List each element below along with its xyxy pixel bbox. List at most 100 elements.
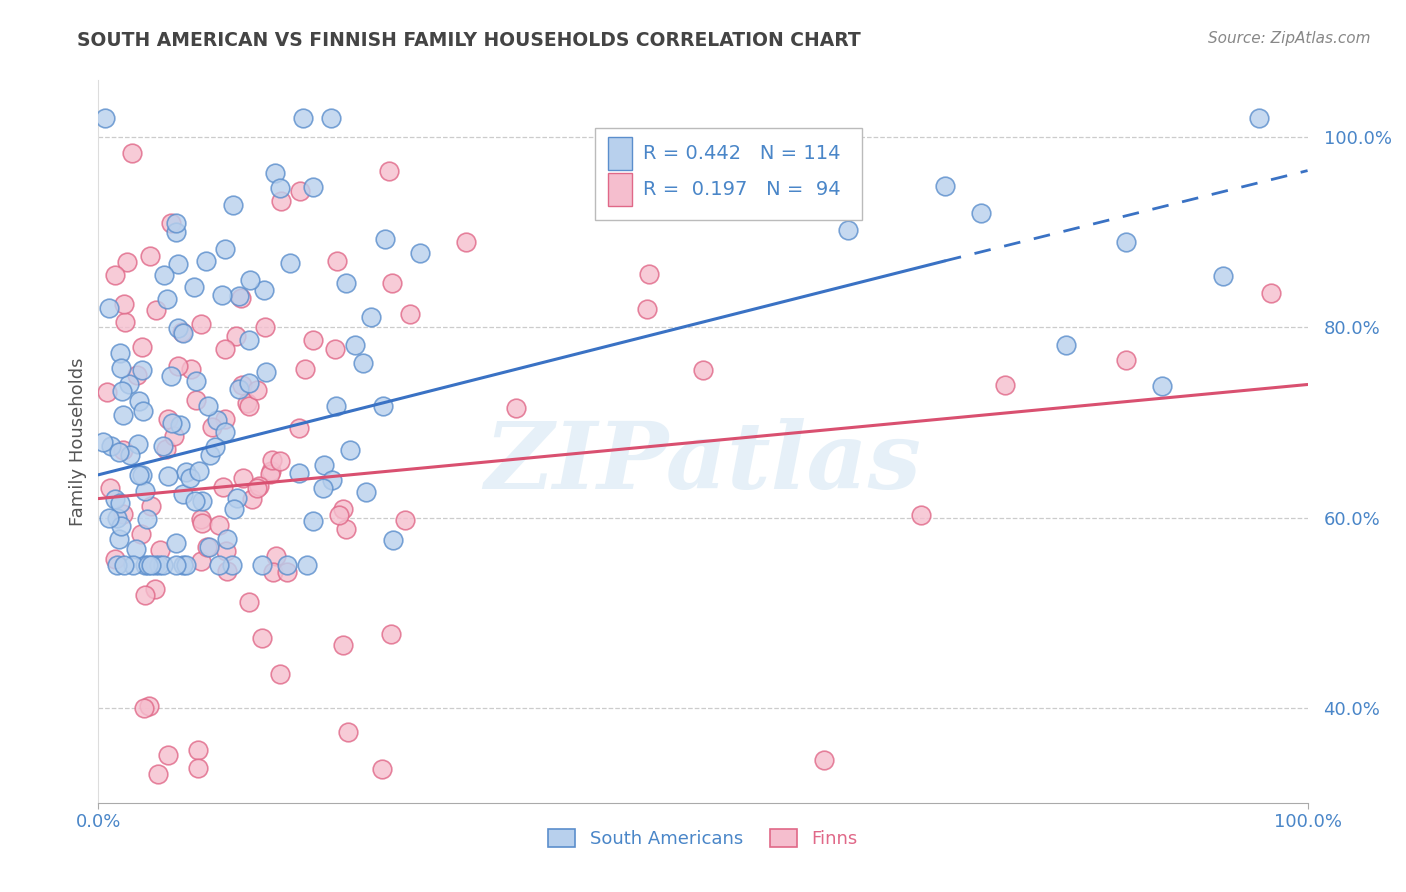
Point (328, 508, 350, 522)
Point (98, 481, 121, 495)
Point (145, 302, 167, 317)
Point (134, 588, 156, 602)
Point (253, 320, 276, 334)
Point (112, 297, 135, 311)
Point (197, 540, 219, 554)
Point (157, 412, 180, 426)
Point (211, 480, 233, 494)
Point (321, 473, 343, 487)
Point (160, 216, 183, 230)
Point (121, 146, 143, 161)
Point (269, 180, 291, 194)
Point (337, 725, 360, 739)
Point (187, 743, 209, 757)
Point (134, 484, 156, 499)
Text: R =  0.197   N =  94: R = 0.197 N = 94 (643, 180, 841, 199)
Point (201, 420, 224, 434)
Point (172, 558, 194, 572)
Point (183, 279, 205, 293)
Point (292, 112, 315, 126)
Point (280, 256, 302, 270)
Point (231, 291, 253, 305)
Point (110, 519, 132, 533)
Point (381, 533, 404, 547)
Text: ZIPatlas: ZIPatlas (485, 418, 921, 508)
Point (152, 558, 174, 573)
Point (105, 558, 128, 573)
Point (191, 494, 214, 508)
Point (638, 267, 661, 281)
Point (239, 273, 262, 287)
Point (143, 558, 166, 573)
Point (222, 198, 245, 212)
Point (339, 443, 361, 458)
Point (108, 445, 131, 459)
Point (214, 343, 236, 357)
Point (96, 384, 118, 399)
Point (222, 502, 245, 516)
Point (214, 425, 236, 439)
Point (214, 242, 236, 256)
Point (215, 532, 238, 546)
Point (205, 413, 228, 427)
Point (148, 558, 170, 573)
Point (240, 492, 263, 507)
Point (114, 314, 136, 328)
Point (970, 205, 993, 219)
Point (295, 558, 318, 573)
Point (1115, 235, 1137, 249)
Point (190, 516, 212, 531)
Point (188, 464, 211, 478)
Point (167, 321, 190, 335)
Point (122, 558, 145, 573)
Point (132, 700, 155, 714)
Point (270, 194, 292, 208)
Point (108, 496, 131, 510)
Point (141, 500, 163, 514)
Point (221, 558, 243, 573)
Point (94, 112, 117, 126)
Point (343, 337, 366, 351)
Point (124, 542, 146, 557)
Point (217, 564, 239, 578)
Point (264, 165, 287, 179)
Point (232, 471, 254, 485)
Point (378, 164, 401, 178)
Point (111, 442, 134, 457)
Point (399, 307, 422, 321)
Point (380, 627, 402, 641)
Point (169, 417, 191, 432)
Point (111, 384, 134, 398)
Point (187, 762, 209, 776)
Point (236, 396, 259, 410)
Point (352, 356, 374, 370)
Point (910, 508, 932, 523)
Point (195, 253, 218, 268)
Point (165, 536, 187, 550)
Point (104, 552, 127, 566)
Point (247, 478, 270, 492)
Point (259, 467, 281, 481)
Point (238, 334, 260, 348)
Point (335, 276, 357, 290)
Point (208, 558, 231, 573)
Point (288, 421, 311, 435)
Point (325, 399, 347, 413)
Point (323, 342, 346, 356)
Point (370, 762, 392, 776)
Point (127, 368, 149, 382)
Point (246, 481, 269, 495)
Point (260, 464, 283, 478)
Point (98, 511, 121, 525)
Point (302, 180, 325, 194)
Legend: South Americans, Finns: South Americans, Finns (541, 822, 865, 855)
Point (394, 512, 416, 526)
Point (190, 554, 212, 568)
Point (156, 747, 179, 762)
Point (228, 288, 250, 302)
Point (302, 333, 325, 347)
Point (172, 487, 194, 501)
Point (238, 595, 260, 609)
Point (813, 753, 835, 767)
Point (163, 429, 186, 443)
